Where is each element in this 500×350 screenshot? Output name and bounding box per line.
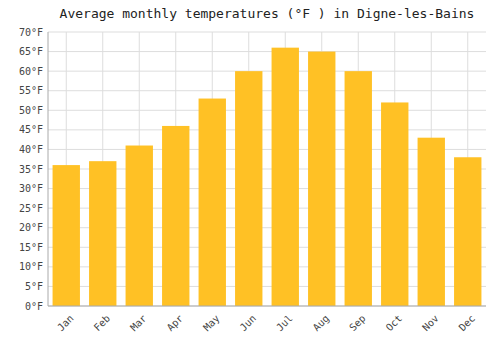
y-grid-line [48, 32, 486, 33]
y-tick-label: 0°F [25, 301, 43, 312]
x-tick-label: Mar [128, 313, 149, 334]
tick-labels: 0°F 5°F 10°F 15°F 20°F 25°F 30°F 35°F 40°F 45°F 50… [19, 27, 477, 334]
bar [454, 157, 481, 306]
y-tick-label: 50°F [19, 105, 43, 116]
y-tick-label: 10°F [19, 261, 43, 272]
grid [48, 32, 486, 306]
x-tick-label: Aug [311, 313, 332, 334]
x-tick-label: Sep [347, 313, 368, 334]
y-tick-label: 25°F [19, 203, 43, 214]
y-tick-label: 40°F [19, 144, 43, 155]
y-grid-line [48, 90, 486, 91]
x-tick-label: Jun [238, 313, 259, 334]
bar [199, 99, 226, 306]
y-tick-label: 60°F [19, 66, 43, 77]
chart-title: Average monthly temperatures (°F ) in Di… [60, 6, 475, 21]
bar [308, 52, 335, 306]
y-tick-label: 65°F [19, 46, 43, 57]
chart-container: Average monthly temperatures (°F ) in Di… [0, 0, 500, 350]
bar [272, 48, 299, 306]
bar [53, 165, 80, 306]
bar [162, 126, 189, 306]
bar [345, 71, 372, 306]
bar [235, 71, 262, 306]
bar [418, 138, 445, 306]
x-tick-label: Oct [384, 313, 405, 334]
y-tick-label: 15°F [19, 242, 43, 253]
x-tick-label: Apr [165, 313, 186, 334]
x-tick-label: Jul [274, 313, 295, 334]
y-grid-line [48, 71, 486, 72]
y-tick-label: 55°F [19, 85, 43, 96]
y-axis-line [48, 32, 49, 306]
y-tick-label: 70°F [19, 27, 43, 38]
x-axis-line [48, 306, 486, 307]
bar [381, 102, 408, 306]
y-tick-label: 5°F [25, 281, 43, 292]
chart-svg: Average monthly temperatures (°F ) in Di… [0, 0, 500, 350]
y-grid-line [48, 306, 486, 307]
y-tick-label: 45°F [19, 124, 43, 135]
x-tick-label: Jan [55, 313, 76, 334]
y-grid-line [48, 110, 486, 111]
y-grid-line [48, 129, 486, 130]
x-tick-label: Nov [420, 313, 441, 334]
bar [126, 146, 153, 306]
y-tick-label: 30°F [19, 183, 43, 194]
y-tick-label: 35°F [19, 164, 43, 175]
x-tick-label: Dec [457, 313, 478, 334]
x-tick-label: Feb [92, 313, 113, 334]
bar [89, 161, 116, 306]
y-grid-line [48, 51, 486, 52]
x-tick-label: May [201, 313, 222, 334]
y-tick-label: 20°F [19, 222, 43, 233]
bars [53, 48, 482, 306]
